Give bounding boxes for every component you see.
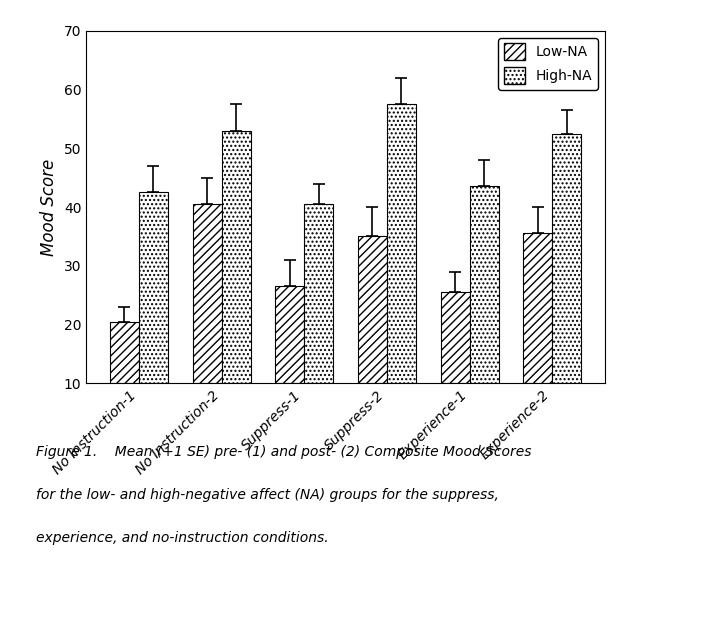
Bar (387, 104, 416, 383)
Bar (222, 131, 251, 383)
Text: experience, and no-instruction conditions.: experience, and no-instruction condition… (36, 531, 328, 546)
Bar (469, 187, 498, 383)
Bar (552, 133, 581, 383)
Bar (305, 204, 333, 383)
Bar (358, 237, 387, 383)
Y-axis label: Mood Score: Mood Score (40, 158, 58, 256)
Bar (441, 292, 469, 383)
Text: Figure 1.    Mean (+1 SE) pre- (1) and post- (2) Composite Mood Scores: Figure 1. Mean (+1 SE) pre- (1) and post… (36, 445, 531, 459)
Bar (275, 286, 305, 383)
Bar (193, 204, 222, 383)
Legend: Low-NA, High-NA: Low-NA, High-NA (498, 38, 598, 90)
Text: for the low- and high-negative affect (NA) groups for the suppress,: for the low- and high-negative affect (N… (36, 488, 499, 502)
Bar (139, 192, 168, 383)
Bar (110, 321, 139, 383)
Bar (523, 234, 552, 383)
